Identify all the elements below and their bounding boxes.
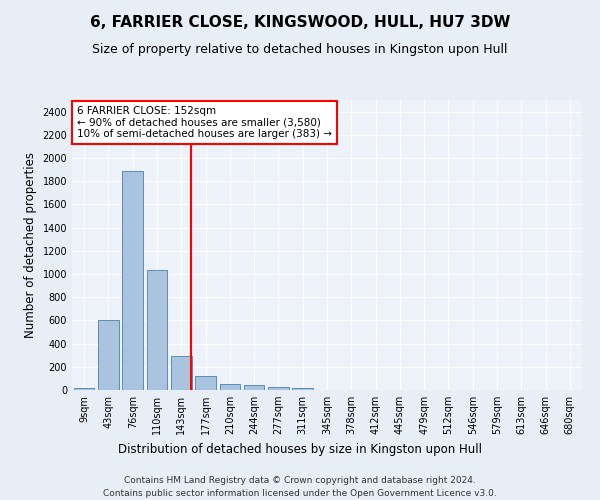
Text: 6, FARRIER CLOSE, KINGSWOOD, HULL, HU7 3DW: 6, FARRIER CLOSE, KINGSWOOD, HULL, HU7 3… bbox=[90, 15, 510, 30]
Bar bbox=[268, 386, 289, 390]
Bar bbox=[171, 356, 191, 390]
Bar bbox=[146, 270, 167, 390]
Bar bbox=[195, 376, 216, 390]
Text: 6 FARRIER CLOSE: 152sqm
← 90% of detached houses are smaller (3,580)
10% of semi: 6 FARRIER CLOSE: 152sqm ← 90% of detache… bbox=[77, 106, 332, 139]
Bar bbox=[220, 384, 240, 390]
Bar bbox=[98, 320, 119, 390]
Bar bbox=[74, 388, 94, 390]
Bar bbox=[122, 171, 143, 390]
Bar bbox=[292, 388, 313, 390]
Text: Contains HM Land Registry data © Crown copyright and database right 2024.
Contai: Contains HM Land Registry data © Crown c… bbox=[103, 476, 497, 498]
Text: Size of property relative to detached houses in Kingston upon Hull: Size of property relative to detached ho… bbox=[92, 42, 508, 56]
Text: Distribution of detached houses by size in Kingston upon Hull: Distribution of detached houses by size … bbox=[118, 442, 482, 456]
Y-axis label: Number of detached properties: Number of detached properties bbox=[24, 152, 37, 338]
Bar bbox=[244, 385, 265, 390]
